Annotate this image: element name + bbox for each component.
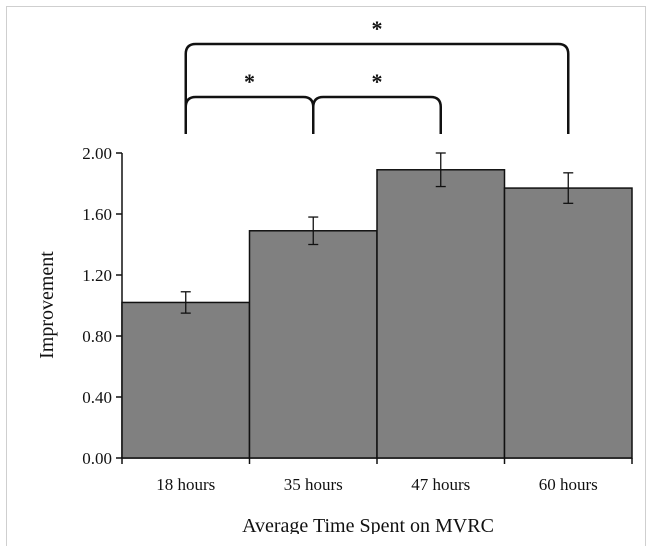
y-axis-title: Improvement [36,251,58,359]
bar [121,301,251,459]
bars-group [121,169,633,459]
significance-star: * [372,69,383,94]
significance-bracket [184,42,570,134]
significance-star: * [244,69,255,94]
bar [248,230,378,459]
x-tick-label: 47 hours [411,475,470,494]
x-tick-label: 60 hours [539,475,598,494]
bar [376,169,506,459]
y-tick-label: 2.00 [82,144,112,163]
y-tick-label: 0.40 [82,388,112,407]
bar [503,187,633,459]
significance-bracket [184,95,315,134]
significance-star: * [372,16,383,41]
y-tick-label: 0.80 [82,327,112,346]
figure-frame [6,6,646,546]
error-bars-group [180,152,574,314]
y-tick-label: 1.60 [82,205,112,224]
bar-chart: 0.00 0.40 0.80 1.20 1.60 2.00 18 hours 35 hours… [36,16,633,534]
tick-labels-group: 0.00 0.40 0.80 1.20 1.60 2.00 18 hours 35 hours… [82,144,598,494]
x-tick-label: 18 hours [156,475,215,494]
x-tick-label: 35 hours [284,475,343,494]
x-axis-title: Average Time Spent on MVRC [242,515,494,534]
significance-bracket [312,95,442,134]
significance-brackets: * * * [184,16,570,134]
y-tick-label: 1.20 [82,266,112,285]
y-tick-label: 0.00 [82,449,112,468]
